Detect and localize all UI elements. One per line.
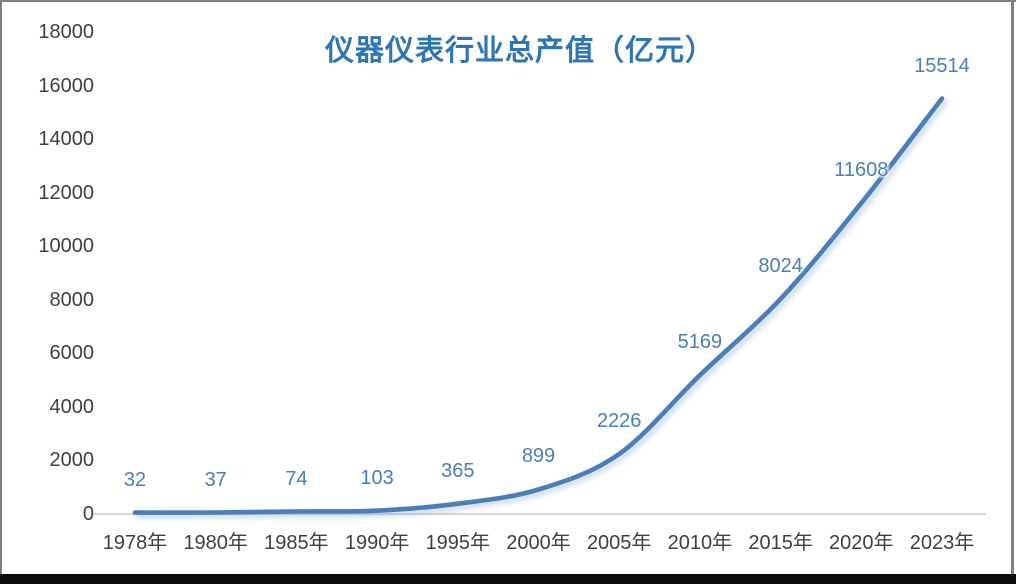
data-label: 365 [441, 459, 475, 482]
data-label: 15514 [914, 54, 970, 77]
x-axis-tick-label: 1995年 [425, 532, 491, 554]
data-label: 899 [521, 445, 556, 468]
data-label: 32 [123, 468, 147, 491]
series-line [132, 96, 945, 515]
y-axis-tick-label: 4000 [49, 395, 95, 418]
y-axis-tick-label: 2000 [49, 449, 95, 471]
x-axis-tick-label: 1985年 [264, 532, 329, 554]
x-axis-tick-label: 1980年 [183, 532, 248, 554]
y-axis-tick-label: 18000 [38, 21, 94, 43]
frame-border-top [0, 0, 1016, 2]
data-label: 8024 [758, 254, 803, 277]
x-axis-tick-label: 2015年 [748, 532, 813, 554]
x-axis-tick-label: 2005年 [586, 532, 652, 554]
x-axis-tick-label: 2023年 [909, 532, 975, 554]
x-axis-tick-label: 1978年 [102, 532, 168, 554]
y-axis-tick-label: 12000 [38, 181, 94, 204]
y-axis-tick-label: 16000 [38, 74, 94, 97]
frame-border-right [1011, 0, 1014, 578]
data-label: 74 [285, 467, 308, 490]
chart-title: 仪器仪表行业总产值（亿元） [324, 35, 715, 67]
y-axis-tick-label: 8000 [49, 288, 95, 311]
data-label: 103 [360, 466, 394, 489]
x-axis-tick-label: 2020年 [829, 532, 894, 554]
y-axis-tick-label: 0 [82, 502, 94, 525]
y-axis-tick-label: 14000 [38, 128, 94, 150]
data-label: 11608 [834, 158, 889, 181]
x-axis-tick-label: 2000年 [506, 532, 571, 554]
data-label: 5169 [677, 331, 723, 354]
frame-border-left [0, 0, 2, 578]
y-axis-tick-label: 6000 [49, 342, 95, 364]
frame-shadow-bottom [0, 574, 1016, 584]
data-label: 2226 [596, 409, 642, 432]
y-axis-tick-label: 10000 [38, 235, 94, 257]
x-axis-tick-label: 1990年 [344, 532, 410, 554]
data-label: 37 [204, 468, 227, 491]
x-axis-tick-label: 2010年 [667, 532, 733, 554]
